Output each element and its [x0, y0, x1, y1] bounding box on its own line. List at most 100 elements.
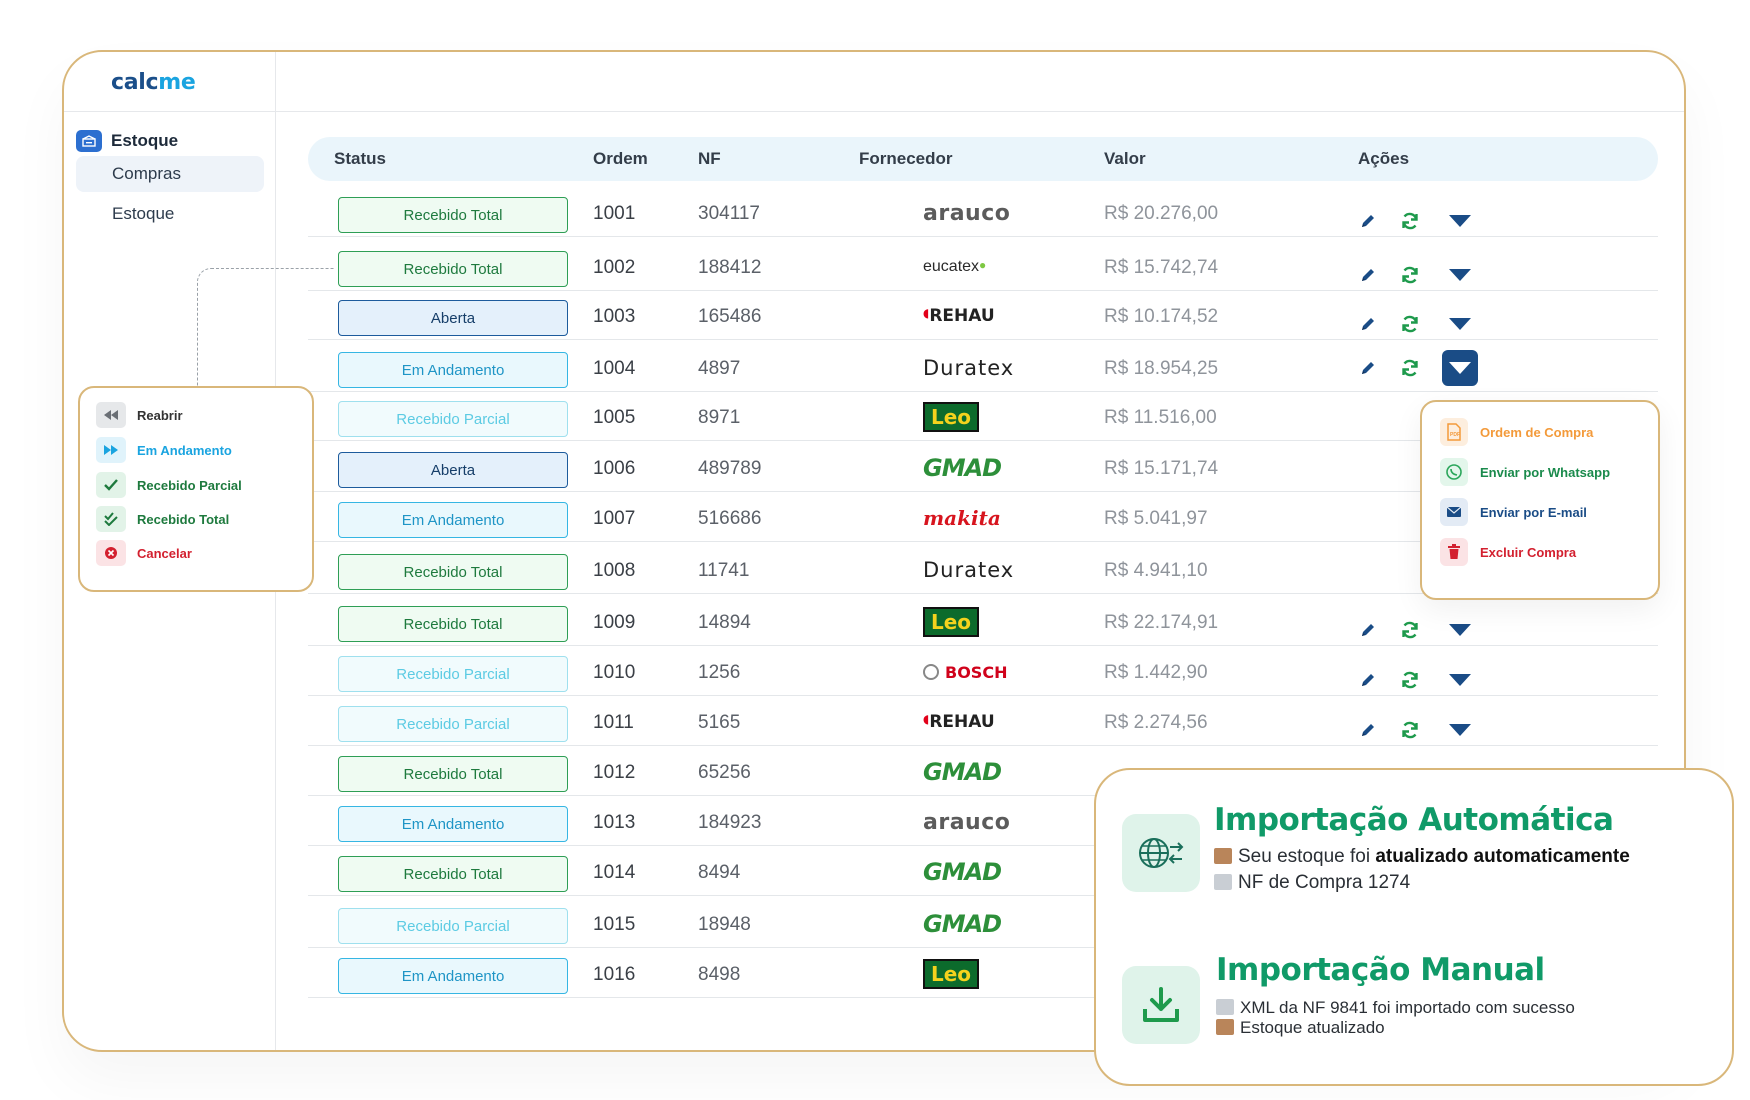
- cell-valor: R$ 11.516,00: [1104, 407, 1217, 428]
- sync-icon[interactable]: [1400, 314, 1420, 334]
- status-badge[interactable]: Recebido Parcial: [338, 908, 568, 944]
- status-option-recebido-parcial[interactable]: Recebido Parcial: [96, 472, 242, 498]
- status-badge[interactable]: Em Andamento: [338, 502, 568, 538]
- status-badge[interactable]: Recebido Total: [338, 856, 568, 892]
- chevron-down-icon[interactable]: [1442, 712, 1478, 748]
- row-actions: [1358, 662, 1478, 698]
- logo-text-me: me: [158, 70, 196, 95]
- cell-ordem: 1016: [593, 964, 636, 985]
- sync-icon[interactable]: [1400, 720, 1420, 740]
- sync-icon[interactable]: [1400, 358, 1420, 378]
- cancel-icon: [96, 540, 126, 566]
- table-row[interactable]: Em Andamento 1013 184923 arauco: [308, 798, 1658, 846]
- supplier-logo-gmad: GMAD: [923, 758, 1002, 786]
- table-row[interactable]: Recebido Parcial 1011 5165 ◖REHAU R$ 2.274,5…: [308, 698, 1658, 746]
- cell-valor: R$ 20.276,00: [1104, 203, 1219, 224]
- table-row[interactable]: Recebido Total 1008 11741 Duratex R$ 4.941,1…: [308, 546, 1658, 594]
- check-icon: [96, 472, 126, 498]
- menu-item-excluir-compra[interactable]: Excluir Compra: [1440, 538, 1576, 566]
- table-row[interactable]: Em Andamento 1016 8498 Leo: [308, 950, 1658, 998]
- cell-nf: 304117: [698, 203, 760, 224]
- header-valor[interactable]: Valor: [1104, 149, 1146, 168]
- table-row[interactable]: Recebido Total 1001 304117 arauco R$ 20.276,…: [308, 189, 1658, 237]
- calcme-logo[interactable]: calcme: [111, 70, 196, 95]
- auto-import-line-1-prefix: Seu estoque foi: [1238, 846, 1376, 867]
- menu-item-label: Ordem de Compra: [1480, 424, 1594, 440]
- cell-valor: R$ 2.274,56: [1104, 712, 1208, 733]
- menu-item-ordem-de-compra[interactable]: PDF Ordem de Compra: [1440, 418, 1593, 446]
- sidebar-section-estoque[interactable]: Estoque: [76, 130, 178, 152]
- sidebar-item-compras[interactable]: Compras: [76, 156, 264, 192]
- table-row[interactable]: Recebido Total 1012 65256 GMAD: [308, 748, 1658, 796]
- header-status[interactable]: Status: [334, 149, 386, 168]
- status-badge[interactable]: Recebido Total: [338, 251, 568, 287]
- table-row[interactable]: Recebido Parcial 1015 18948 GMAD: [308, 900, 1658, 948]
- status-badge[interactable]: Recebido Total: [338, 197, 568, 233]
- status-badge[interactable]: Recebido Total: [338, 606, 568, 642]
- row-actions: [1358, 712, 1478, 748]
- cell-valor: R$ 15.171,74: [1104, 458, 1219, 479]
- edit-pencil-icon[interactable]: [1358, 314, 1378, 334]
- chevron-down-icon[interactable]: [1442, 350, 1478, 386]
- edit-pencil-icon[interactable]: [1358, 265, 1378, 285]
- table-row[interactable]: Recebido Total 1002 188412 eucatex● R$ 15.74…: [308, 243, 1658, 291]
- table-row[interactable]: Recebido Total 1009 14894 Leo R$ 22.174,91: [308, 598, 1658, 646]
- header-ordem[interactable]: Ordem: [593, 149, 648, 168]
- menu-item-enviar-por-e-mail[interactable]: Enviar por E-mail: [1440, 498, 1587, 526]
- header-nf[interactable]: NF: [698, 149, 721, 168]
- sync-icon[interactable]: [1400, 265, 1420, 285]
- top-bar: [276, 52, 1684, 112]
- sync-icon[interactable]: [1400, 211, 1420, 231]
- table-row[interactable]: Em Andamento 1004 4897 Duratex R$ 18.954,25: [308, 344, 1658, 392]
- status-badge[interactable]: Recebido Parcial: [338, 401, 568, 437]
- status-badge[interactable]: Recebido Parcial: [338, 656, 568, 692]
- status-badge[interactable]: Em Andamento: [338, 958, 568, 994]
- status-badge[interactable]: Recebido Parcial: [338, 706, 568, 742]
- document-icon: [1216, 999, 1234, 1015]
- edit-pencil-icon[interactable]: [1358, 358, 1378, 378]
- status-menu-connector: [197, 268, 334, 386]
- status-option-label: Recebido Total: [137, 511, 230, 527]
- status-option-reabrir[interactable]: Reabrir: [96, 402, 183, 428]
- table-row[interactable]: Aberta 1003 165486 ◖REHAU R$ 10.174,52: [308, 292, 1658, 340]
- row-actions: [1358, 203, 1478, 239]
- status-badge[interactable]: Recebido Total: [338, 554, 568, 590]
- edit-pencil-icon[interactable]: [1358, 620, 1378, 640]
- actions-dropdown-menu: PDF Ordem de Compra Enviar por Whatsapp Env…: [1420, 400, 1660, 600]
- manual-import-title: Importação Manual: [1216, 952, 1545, 988]
- supplier-logo-rehau: ◖REHAU: [923, 306, 995, 326]
- table-row[interactable]: Aberta 1006 489789 GMAD R$ 15.171,74: [308, 444, 1658, 492]
- sync-icon[interactable]: [1400, 670, 1420, 690]
- menu-item-enviar-por-whatsapp[interactable]: Enviar por Whatsapp: [1440, 458, 1610, 486]
- status-badge[interactable]: Em Andamento: [338, 806, 568, 842]
- chevron-down-icon[interactable]: [1442, 662, 1478, 698]
- header-acoes: Ações: [1358, 149, 1410, 168]
- status-badge[interactable]: Recebido Total: [338, 756, 568, 792]
- table-row[interactable]: Recebido Parcial 1010 1256 BOSCH R$ 1.442,90: [308, 648, 1658, 696]
- status-badge[interactable]: Aberta: [338, 300, 568, 336]
- status-badge[interactable]: Em Andamento: [338, 352, 568, 388]
- edit-pencil-icon[interactable]: [1358, 670, 1378, 690]
- status-option-recebido-total[interactable]: Recebido Total: [96, 506, 229, 532]
- status-badge[interactable]: Aberta: [338, 452, 568, 488]
- chevron-down-icon[interactable]: [1442, 306, 1478, 342]
- table-row[interactable]: Recebido Parcial 1005 8971 Leo R$ 11.516,00: [308, 393, 1658, 441]
- sync-icon[interactable]: [1400, 620, 1420, 640]
- cell-ordem: 1013: [593, 812, 636, 833]
- import-card: Importação Automática Seu estoque foi at…: [1094, 768, 1734, 1086]
- chevron-down-icon[interactable]: [1442, 257, 1478, 293]
- edit-pencil-icon[interactable]: [1358, 211, 1378, 231]
- supplier-logo-eucatex: eucatex●: [923, 258, 987, 275]
- cell-nf: 8971: [698, 407, 741, 428]
- sidebar-item-estoque[interactable]: Estoque: [112, 204, 175, 223]
- chevron-down-icon[interactable]: [1442, 612, 1478, 648]
- table-row[interactable]: Em Andamento 1007 516686 makita R$ 5.041,97: [308, 494, 1658, 542]
- table-row[interactable]: Recebido Total 1014 8494 GMAD: [308, 848, 1658, 896]
- supplier-logo-arauco: arauco: [923, 809, 1011, 835]
- chevron-down-icon[interactable]: [1442, 203, 1478, 239]
- header-fornecedor[interactable]: Fornecedor: [859, 149, 953, 168]
- edit-pencil-icon[interactable]: [1358, 720, 1378, 740]
- status-option-em-andamento[interactable]: Em Andamento: [96, 437, 232, 463]
- status-option-cancelar[interactable]: Cancelar: [96, 540, 192, 566]
- cell-valor: R$ 18.954,25: [1104, 358, 1219, 379]
